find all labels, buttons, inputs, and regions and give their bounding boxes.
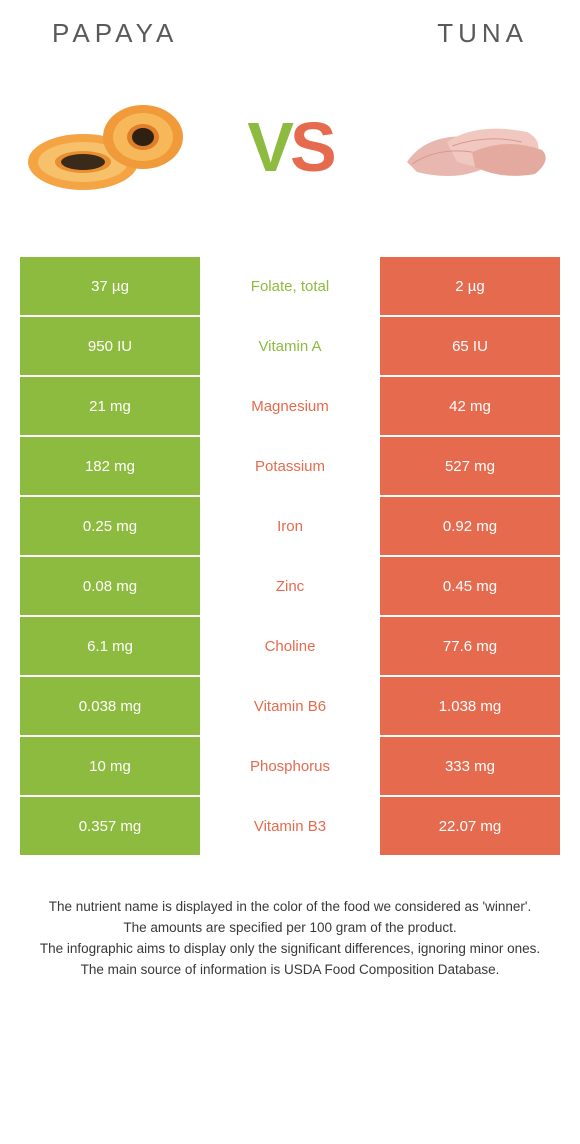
value-right: 77.6 mg xyxy=(380,617,560,675)
value-right: 527 mg xyxy=(380,437,560,495)
footer-line-3: The infographic aims to display only the… xyxy=(20,939,560,960)
value-right: 0.92 mg xyxy=(380,497,560,555)
table-row: 10 mgPhosphorus333 mg xyxy=(20,737,560,795)
nutrient-name: Phosphorus xyxy=(200,737,380,795)
comparison-table: 37 µgFolate, total2 µg950 IUVitamin A65 … xyxy=(0,257,580,855)
value-right: 1.038 mg xyxy=(380,677,560,735)
vs-label: VS xyxy=(247,107,332,187)
table-row: 182 mgPotassium527 mg xyxy=(20,437,560,495)
footer-notes: The nutrient name is displayed in the co… xyxy=(0,857,580,981)
table-row: 0.08 mgZinc0.45 mg xyxy=(20,557,560,615)
value-right: 65 IU xyxy=(380,317,560,375)
table-row: 0.357 mgVitamin B322.07 mg xyxy=(20,797,560,855)
value-left: 950 IU xyxy=(20,317,200,375)
value-left: 0.25 mg xyxy=(20,497,200,555)
value-left: 21 mg xyxy=(20,377,200,435)
nutrient-name: Folate, total xyxy=(200,257,380,315)
value-right: 333 mg xyxy=(380,737,560,795)
value-right: 42 mg xyxy=(380,377,560,435)
value-right: 22.07 mg xyxy=(380,797,560,855)
value-left: 0.038 mg xyxy=(20,677,200,735)
header-left: PAPAYA xyxy=(52,18,178,49)
footer-line-1: The nutrient name is displayed in the co… xyxy=(20,897,560,918)
footer-line-4: The main source of information is USDA F… xyxy=(20,960,560,981)
value-left: 0.08 mg xyxy=(20,557,200,615)
nutrient-name: Choline xyxy=(200,617,380,675)
nutrient-name: Zinc xyxy=(200,557,380,615)
table-row: 37 µgFolate, total2 µg xyxy=(20,257,560,315)
table-row: 6.1 mgCholine77.6 mg xyxy=(20,617,560,675)
nutrient-name: Vitamin B3 xyxy=(200,797,380,855)
table-row: 21 mgMagnesium42 mg xyxy=(20,377,560,435)
value-left: 6.1 mg xyxy=(20,617,200,675)
nutrient-name: Magnesium xyxy=(200,377,380,435)
nutrient-name: Potassium xyxy=(200,437,380,495)
table-row: 950 IUVitamin A65 IU xyxy=(20,317,560,375)
value-left: 182 mg xyxy=(20,437,200,495)
footer-line-2: The amounts are specified per 100 gram o… xyxy=(20,918,560,939)
tuna-image xyxy=(382,87,562,207)
value-left: 0.357 mg xyxy=(20,797,200,855)
header-right: TUNA xyxy=(437,18,528,49)
papaya-image xyxy=(18,87,198,207)
header: PAPAYA TUNA xyxy=(0,0,580,57)
value-left: 10 mg xyxy=(20,737,200,795)
table-row: 0.038 mgVitamin B61.038 mg xyxy=(20,677,560,735)
value-right: 0.45 mg xyxy=(380,557,560,615)
hero-row: VS xyxy=(0,57,580,257)
vs-v: V xyxy=(247,108,290,186)
nutrient-name: Iron xyxy=(200,497,380,555)
table-row: 0.25 mgIron0.92 mg xyxy=(20,497,560,555)
value-left: 37 µg xyxy=(20,257,200,315)
value-right: 2 µg xyxy=(380,257,560,315)
vs-s: S xyxy=(290,108,333,186)
nutrient-name: Vitamin A xyxy=(200,317,380,375)
nutrient-name: Vitamin B6 xyxy=(200,677,380,735)
